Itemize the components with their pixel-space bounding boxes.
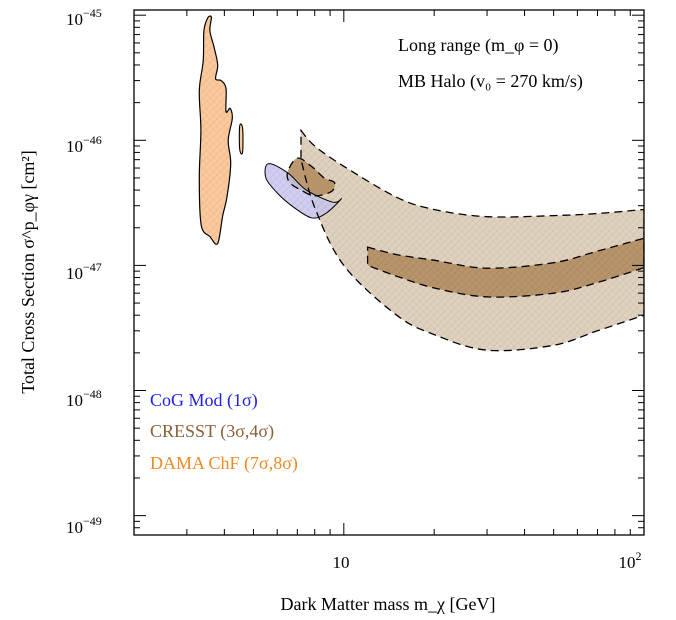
y-tick-label-1e-48: 10−48 <box>66 387 102 410</box>
dama-chf-outline <box>198 15 233 245</box>
x-tick-label-100: 102 <box>619 549 642 572</box>
cresst-outer-hatch <box>301 130 644 351</box>
plot-frame <box>133 9 645 536</box>
annotation-long-range: Long range (m_φ = 0) <box>398 35 559 56</box>
cog-mod-outline <box>264 163 342 219</box>
legend-cresst: CRESST (3σ,4σ) <box>150 421 274 442</box>
x-axis-label: Dark Matter mass m_χ [GeV] <box>281 594 496 614</box>
contour-regions <box>198 15 644 352</box>
legend-dama-chf: DAMA ChF (7σ,8σ) <box>150 453 298 474</box>
y-tick-label-1e-49: 10−49 <box>66 514 102 537</box>
y-tick-label-1e-45: 10−45 <box>66 6 102 29</box>
cresst-lobe-outline <box>286 157 336 197</box>
cresst-inner-outline <box>366 237 644 298</box>
cresst-inner-hatch <box>367 238 644 298</box>
x-tick-label-10: 10 <box>333 553 350 572</box>
dama-chf-hatch <box>199 16 233 245</box>
y-tick-label-1e-46: 10−46 <box>66 133 102 156</box>
dama-chf-island <box>238 123 244 155</box>
y-tick-label-1e-47: 10−47 <box>66 260 102 283</box>
y-axis-label: Total Cross Section σ^p_φγ [cm²] <box>18 150 38 394</box>
legend-cog-mod: CoG Mod (1σ) <box>150 390 258 411</box>
annotation-mb-halo: MB Halo (v₀ = 270 km/s) <box>398 71 583 92</box>
